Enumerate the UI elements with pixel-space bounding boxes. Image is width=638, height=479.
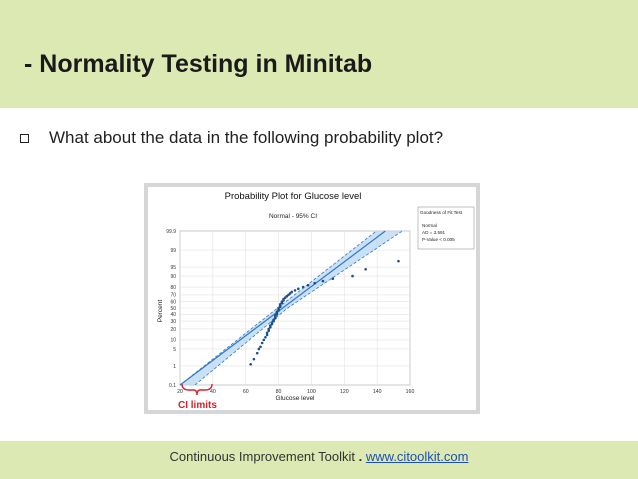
data-point [331,277,335,281]
y-tick-label: 30 [170,319,176,325]
ci-lower-line [194,230,403,386]
ci-limits-annotation: CI limits [178,400,217,411]
y-tick-label: 95 [170,265,176,271]
y-tick-label: 90 [170,274,176,280]
data-points [249,259,400,366]
data-point [249,362,252,366]
footer-link[interactable]: www.citoolkit.com [365,449,469,464]
y-tick-label: 20 [170,327,176,333]
footer: Continuous Improvement Toolkit . www.cit… [0,449,638,464]
ci-band [180,231,403,385]
y-tick-label: 10 [170,338,176,344]
slide-title: - Normality Testing in Minitab [24,50,373,78]
x-tick-label: 140 [373,389,382,395]
data-point [252,357,256,361]
data-point [351,274,354,278]
legend-heading: Goodness of Fit Test [420,210,463,215]
data-point [269,324,272,327]
data-point [293,289,297,292]
y-tick-label: 5 [173,347,176,353]
data-point [255,351,259,355]
bullet-row: What about the data in the following pro… [20,128,443,148]
y-tick-label: 0.1 [169,383,176,389]
x-axis-label: Glucose level [275,395,315,402]
legend-line: AD = 3.591 [422,230,446,235]
y-tick-label: 70 [170,293,176,299]
y-tick-label: 99.9 [166,229,176,235]
x-tick-label: 80 [276,389,282,395]
x-tick-labels: 20 40 60 80 100 120 140 160 [177,389,414,395]
x-tick-label: 120 [340,389,349,395]
legend-box: Goodness of Fit Test Normal AD = 3.591 P… [417,206,475,250]
y-axis-label: Percent [157,300,164,323]
x-tick-label: 160 [406,389,415,395]
y-tick-label: 60 [170,299,176,305]
fit-line [179,230,386,386]
data-point [265,331,269,335]
x-tick-label: 100 [307,389,316,395]
data-point [313,281,317,285]
x-tick-label: 60 [243,389,249,395]
probability-plot-frame: 20 40 60 80 100 120 140 160 0.1 1 5 10 20 30 40 50 60 70… [144,183,480,414]
data-point [301,285,305,289]
ci-brace-icon [181,383,213,396]
data-point [288,292,292,295]
y-tick-label: 80 [170,285,176,291]
legend-line: P-Value < 0.005 [422,237,455,242]
title-band [0,0,638,108]
data-point [265,333,269,337]
bullet-text: What about the data in the following pro… [49,128,444,147]
footer-text: Continuous Improvement Toolkit [169,449,355,464]
plot-title: Probability Plot for Glucose level [225,191,362,202]
data-point [306,283,310,287]
data-point [262,338,266,342]
data-point [296,287,300,291]
data-point [264,335,267,339]
probability-plot: 20 40 60 80 100 120 140 160 0.1 1 5 10 20 30 40 50 60 70… [148,187,476,410]
y-tick-label: 99 [170,248,176,254]
data-point [267,329,271,333]
x-tick-label: 20 [177,389,183,395]
data-point [321,279,325,283]
footer-band [0,441,638,479]
data-point [259,345,262,349]
x-tick-label: 40 [210,389,216,395]
square-bullet-icon [20,133,29,143]
footer-separator: . [358,449,363,464]
plot-subtitle: Normal - 95% CI [269,213,317,220]
data-point [364,267,367,271]
data-point [267,327,271,331]
data-point [257,347,261,351]
legend-line: Normal [422,223,437,228]
y-tick-label: 50 [170,306,176,312]
data-point [397,259,400,263]
y-tick-label: 40 [170,312,176,318]
data-point [260,341,264,345]
ci-upper-line [179,230,377,386]
data-point [290,290,294,294]
y-tick-label: 1 [173,364,176,370]
probability-plot-svg: 20 40 60 80 100 120 140 160 0.11510203040506070… [157,191,475,402]
